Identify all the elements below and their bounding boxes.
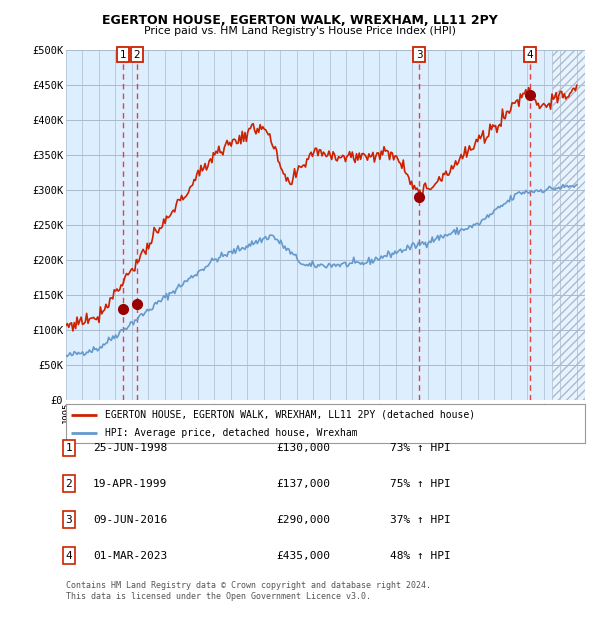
Text: £290,000: £290,000 — [276, 515, 330, 525]
Text: 3: 3 — [65, 515, 73, 525]
Text: 2: 2 — [133, 50, 140, 60]
Bar — [552, 50, 585, 400]
Text: Price paid vs. HM Land Registry's House Price Index (HPI): Price paid vs. HM Land Registry's House … — [144, 26, 456, 36]
Text: EGERTON HOUSE, EGERTON WALK, WREXHAM, LL11 2PY (detached house): EGERTON HOUSE, EGERTON WALK, WREXHAM, LL… — [105, 410, 475, 420]
Text: This data is licensed under the Open Government Licence v3.0.: This data is licensed under the Open Gov… — [66, 592, 371, 601]
Text: 2: 2 — [65, 479, 73, 489]
Text: £435,000: £435,000 — [276, 551, 330, 560]
Text: 4: 4 — [527, 50, 533, 60]
Text: 25-JUN-1998: 25-JUN-1998 — [93, 443, 167, 453]
Text: 73% ↑ HPI: 73% ↑ HPI — [390, 443, 451, 453]
Text: 48% ↑ HPI: 48% ↑ HPI — [390, 551, 451, 560]
Text: HPI: Average price, detached house, Wrexham: HPI: Average price, detached house, Wrex… — [105, 428, 358, 438]
Text: 09-JUN-2016: 09-JUN-2016 — [93, 515, 167, 525]
Text: 3: 3 — [416, 50, 422, 60]
Text: Contains HM Land Registry data © Crown copyright and database right 2024.: Contains HM Land Registry data © Crown c… — [66, 581, 431, 590]
Text: EGERTON HOUSE, EGERTON WALK, WREXHAM, LL11 2PY: EGERTON HOUSE, EGERTON WALK, WREXHAM, LL… — [102, 14, 498, 27]
Text: 1: 1 — [120, 50, 127, 60]
Text: 75% ↑ HPI: 75% ↑ HPI — [390, 479, 451, 489]
Text: £130,000: £130,000 — [276, 443, 330, 453]
Text: 4: 4 — [65, 551, 73, 560]
Text: 01-MAR-2023: 01-MAR-2023 — [93, 551, 167, 560]
Text: 1: 1 — [65, 443, 73, 453]
Text: 37% ↑ HPI: 37% ↑ HPI — [390, 515, 451, 525]
Text: £137,000: £137,000 — [276, 479, 330, 489]
Text: 19-APR-1999: 19-APR-1999 — [93, 479, 167, 489]
Bar — [552, 50, 585, 400]
